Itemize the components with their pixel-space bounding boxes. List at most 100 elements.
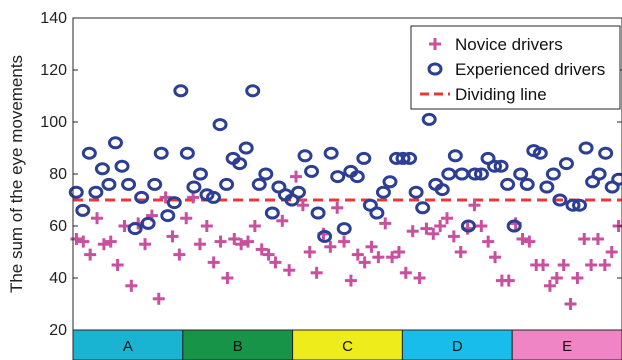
- novice-point: [406, 225, 419, 238]
- experienced-point: [173, 84, 189, 98]
- novice-point: [338, 235, 351, 248]
- novice-point: [214, 235, 227, 248]
- legend-item-experienced: Experienced drivers: [427, 60, 605, 79]
- novice-point: [427, 227, 440, 240]
- y-tick-label: 40: [49, 270, 67, 287]
- y-tick-label: 100: [40, 114, 67, 131]
- group-bands: A B C D E: [72, 329, 622, 360]
- experienced-point: [290, 185, 306, 199]
- novice-point: [241, 235, 254, 248]
- experienced-point: [578, 141, 594, 155]
- novice-point: [564, 298, 577, 310]
- novice-point: [605, 246, 618, 258]
- novice-point: [571, 272, 584, 284]
- group-band-d: [401, 329, 513, 360]
- experienced-point: [532, 146, 548, 160]
- experienced-point: [434, 183, 450, 197]
- experienced-point: [519, 177, 535, 191]
- experienced-point: [75, 203, 91, 217]
- experienced-point: [140, 216, 156, 230]
- experienced-point: [323, 146, 339, 160]
- novice-point: [276, 214, 289, 227]
- experienced-point: [611, 172, 622, 186]
- experienced-point: [545, 167, 561, 181]
- novice-point: [269, 256, 282, 269]
- novice-point: [248, 220, 261, 232]
- group-band-b: [182, 329, 294, 360]
- experienced-point: [473, 167, 489, 181]
- experienced-point: [421, 112, 437, 126]
- novice-point: [111, 259, 124, 271]
- novice-point: [502, 274, 515, 287]
- experienced-point: [330, 170, 346, 184]
- y-axis-title: The sum of the eye movements: [7, 55, 26, 293]
- experienced-point: [552, 193, 568, 207]
- novice-point: [475, 220, 488, 232]
- novice-point: [413, 272, 426, 284]
- novice-point: [379, 217, 392, 230]
- novice-point: [283, 264, 296, 277]
- novice-point: [139, 238, 152, 251]
- legend-label: Experienced drivers: [455, 60, 605, 79]
- y-tick-label: 60: [49, 218, 67, 235]
- novice-point: [591, 233, 604, 245]
- novice-point: [70, 233, 83, 245]
- group-band-c: [292, 329, 403, 360]
- experienced-point: [460, 219, 476, 233]
- experienced-point: [506, 219, 522, 233]
- group-band-e: [511, 329, 622, 360]
- novice-point: [296, 199, 309, 212]
- experienced-point: [415, 201, 431, 215]
- novice-point: [344, 274, 357, 287]
- novice-point: [516, 233, 529, 245]
- experienced-point: [493, 159, 509, 173]
- y-tick-label: 80: [49, 166, 67, 183]
- novice-point: [290, 170, 303, 183]
- experienced-point: [68, 185, 84, 199]
- novice-point: [104, 235, 117, 248]
- novice-point: [303, 246, 316, 258]
- experienced-point: [467, 167, 483, 181]
- novice-point: [125, 279, 138, 292]
- experienced-point: [310, 206, 326, 220]
- experienced-point: [349, 170, 365, 184]
- experienced-point: [565, 198, 581, 212]
- experienced-point: [454, 167, 470, 181]
- experienced-point: [186, 180, 202, 194]
- legend-label: Dividing line: [455, 85, 547, 104]
- experienced-point: [134, 190, 150, 204]
- novice-point: [420, 222, 433, 235]
- novice-point: [207, 256, 220, 269]
- novice-point: [193, 238, 206, 251]
- data-points: [68, 84, 622, 310]
- novice-point: [550, 272, 563, 284]
- experienced-point: [121, 177, 137, 191]
- novice-point: [310, 266, 323, 279]
- experienced-point: [297, 149, 313, 163]
- novice-point: [180, 212, 193, 225]
- experienced-point: [441, 167, 457, 181]
- novice-point: [351, 248, 364, 261]
- novice-point: [434, 220, 447, 232]
- experienced-point: [251, 177, 267, 191]
- experienced-point: [487, 159, 503, 173]
- novice-point: [97, 238, 110, 251]
- y-tick-label: 120: [40, 62, 67, 79]
- experienced-point: [94, 162, 110, 176]
- legend-novice-marker: [429, 38, 441, 50]
- legend-experienced-marker: [427, 62, 443, 76]
- novice-point: [262, 248, 275, 261]
- group-label-b: B: [233, 338, 243, 355]
- novice-point: [489, 251, 502, 264]
- experienced-point: [382, 175, 398, 189]
- novice-point: [77, 235, 90, 248]
- novice-point: [399, 266, 412, 279]
- experienced-point: [88, 185, 104, 199]
- group-band-a: [72, 329, 184, 360]
- novice-point: [173, 248, 186, 261]
- group-label-d: D: [452, 338, 463, 355]
- group-label-e: E: [562, 338, 572, 355]
- novice-point: [523, 235, 536, 248]
- experienced-point: [238, 141, 254, 155]
